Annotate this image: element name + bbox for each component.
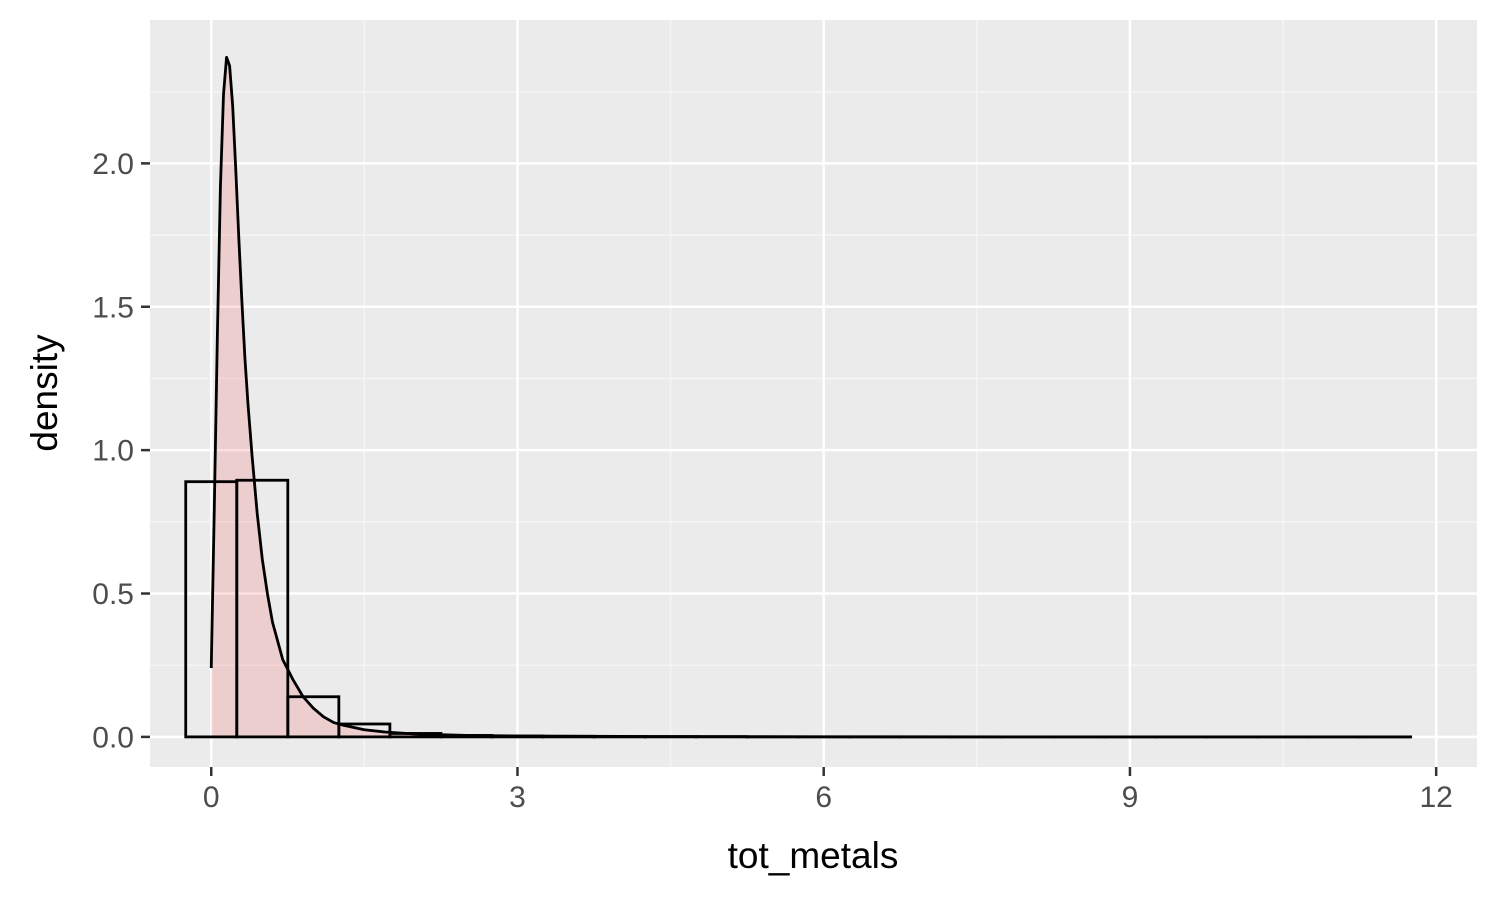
x-tick-label: 9 <box>1122 781 1139 814</box>
histogram-bar <box>337 722 392 739</box>
x-axis-title: tot_metals <box>728 835 899 876</box>
x-tick-label: 12 <box>1419 781 1452 814</box>
density-curve <box>209 55 1411 739</box>
y-tick-label: 0.5 <box>92 578 134 611</box>
x-axis: 0 3 6 9 12 <box>203 767 1453 814</box>
density-line <box>209 55 1411 739</box>
grid-major <box>150 20 1477 767</box>
x-tick-label: 0 <box>203 781 220 814</box>
x-tick-label: 3 <box>509 781 526 814</box>
y-tick-label: 2.0 <box>92 148 134 181</box>
y-tick-label: 1.0 <box>92 435 134 468</box>
y-axis: 0.0 0.5 1.0 1.5 2.0 <box>92 148 150 754</box>
y-tick-label: 0.0 <box>92 721 134 754</box>
histogram-bar <box>235 478 290 739</box>
grid-minor <box>150 20 1477 767</box>
x-tick-label: 6 <box>815 781 832 814</box>
y-tick-label: 1.5 <box>92 291 134 324</box>
histogram-bar <box>286 695 341 739</box>
plot-panel <box>150 20 1477 767</box>
y-axis-title: density <box>24 334 65 452</box>
